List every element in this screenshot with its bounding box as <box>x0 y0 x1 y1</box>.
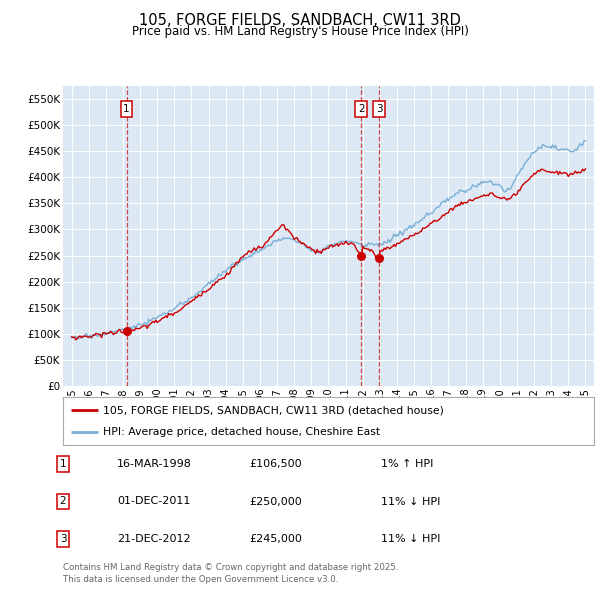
Text: 2: 2 <box>358 104 365 114</box>
Text: Price paid vs. HM Land Registry's House Price Index (HPI): Price paid vs. HM Land Registry's House … <box>131 25 469 38</box>
Text: £106,500: £106,500 <box>249 460 302 469</box>
Text: Contains HM Land Registry data © Crown copyright and database right 2025.: Contains HM Land Registry data © Crown c… <box>63 563 398 572</box>
Text: 1: 1 <box>123 104 130 114</box>
Text: £245,000: £245,000 <box>249 534 302 543</box>
Text: 11% ↓ HPI: 11% ↓ HPI <box>381 497 440 506</box>
Text: 3: 3 <box>376 104 383 114</box>
Text: 1: 1 <box>59 460 67 469</box>
Text: 21-DEC-2012: 21-DEC-2012 <box>117 534 191 543</box>
Text: 105, FORGE FIELDS, SANDBACH, CW11 3RD (detached house): 105, FORGE FIELDS, SANDBACH, CW11 3RD (d… <box>103 405 444 415</box>
Text: HPI: Average price, detached house, Cheshire East: HPI: Average price, detached house, Ches… <box>103 427 380 437</box>
Text: 1% ↑ HPI: 1% ↑ HPI <box>381 460 433 469</box>
Text: £250,000: £250,000 <box>249 497 302 506</box>
Text: 11% ↓ HPI: 11% ↓ HPI <box>381 534 440 543</box>
Text: 01-DEC-2011: 01-DEC-2011 <box>117 497 190 506</box>
Text: 2: 2 <box>59 497 67 506</box>
Text: 16-MAR-1998: 16-MAR-1998 <box>117 460 192 469</box>
Text: This data is licensed under the Open Government Licence v3.0.: This data is licensed under the Open Gov… <box>63 575 338 584</box>
Text: 105, FORGE FIELDS, SANDBACH, CW11 3RD: 105, FORGE FIELDS, SANDBACH, CW11 3RD <box>139 13 461 28</box>
Text: 3: 3 <box>59 534 67 543</box>
